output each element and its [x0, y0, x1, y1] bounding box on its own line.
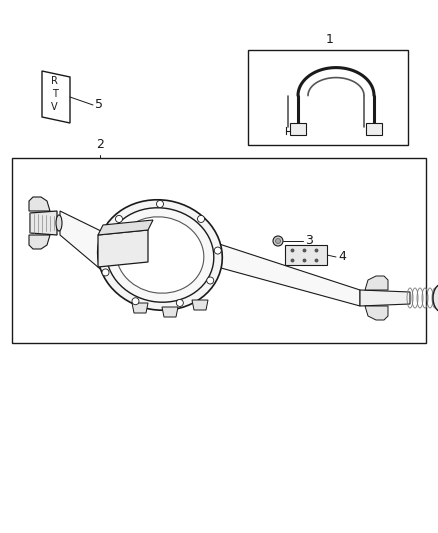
Circle shape — [102, 269, 109, 276]
Circle shape — [207, 277, 214, 284]
Ellipse shape — [433, 284, 438, 312]
Ellipse shape — [56, 215, 62, 231]
Polygon shape — [42, 71, 70, 123]
Polygon shape — [162, 307, 178, 317]
Text: 4: 4 — [338, 251, 346, 263]
Circle shape — [102, 234, 109, 241]
Circle shape — [273, 236, 283, 246]
Polygon shape — [30, 211, 57, 235]
Bar — [12, 158, 426, 343]
Polygon shape — [98, 230, 148, 267]
Polygon shape — [29, 235, 50, 249]
Text: R: R — [51, 76, 58, 86]
Polygon shape — [210, 241, 360, 306]
Circle shape — [156, 200, 163, 207]
Polygon shape — [192, 300, 208, 310]
Text: 1: 1 — [326, 33, 334, 46]
Bar — [290, 123, 306, 135]
Ellipse shape — [116, 217, 204, 293]
Text: 3: 3 — [305, 235, 313, 247]
Bar — [285, 245, 327, 265]
Text: V: V — [51, 102, 58, 112]
Polygon shape — [29, 197, 50, 211]
Text: T: T — [52, 89, 57, 99]
Polygon shape — [360, 290, 410, 306]
Circle shape — [276, 238, 280, 244]
Bar — [248, 50, 408, 145]
Circle shape — [177, 300, 184, 306]
Text: 5: 5 — [95, 99, 103, 111]
Circle shape — [132, 298, 139, 305]
Circle shape — [214, 247, 221, 254]
Polygon shape — [132, 303, 148, 313]
Circle shape — [116, 215, 123, 222]
Circle shape — [198, 215, 205, 222]
Polygon shape — [98, 220, 153, 235]
Polygon shape — [260, 123, 272, 133]
Text: 2: 2 — [96, 138, 104, 151]
Ellipse shape — [98, 200, 223, 310]
Polygon shape — [365, 306, 388, 320]
Polygon shape — [365, 276, 388, 290]
Polygon shape — [60, 211, 105, 273]
Ellipse shape — [106, 208, 214, 302]
Bar — [366, 123, 382, 135]
